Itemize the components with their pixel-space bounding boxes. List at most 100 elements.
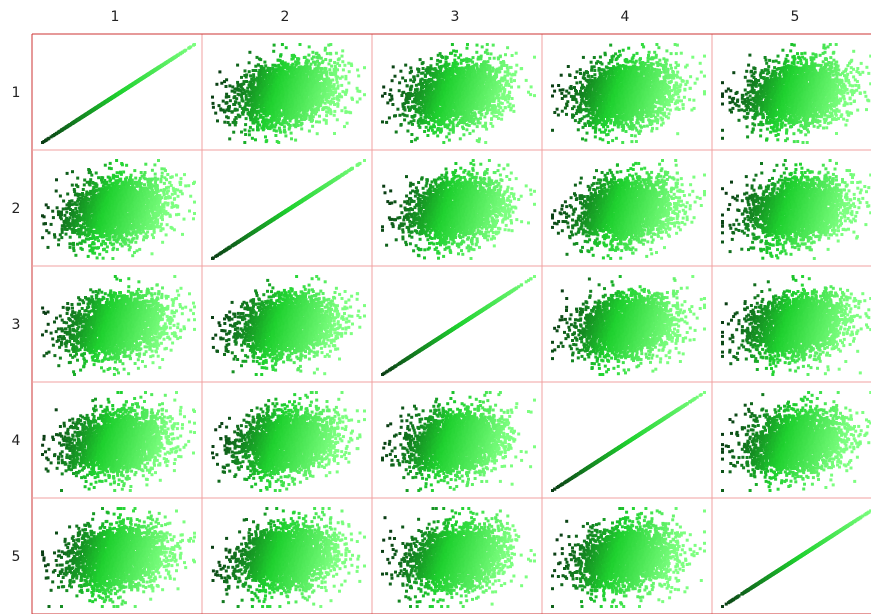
scatter-point [308,92,311,95]
scatter-point [276,119,279,122]
scatter-point [313,68,316,71]
scatter-point [347,82,350,85]
scatter-point [333,132,336,135]
scatter-point [316,132,319,135]
scatter-point [320,57,323,60]
scatter-point [308,130,311,133]
scatter-point [273,126,276,129]
scatter-point [259,102,262,105]
scatter-point [189,45,192,48]
scatter-point [336,81,339,84]
scatter-point [340,84,343,87]
scatter-point [282,111,285,114]
scatter-point [335,75,338,78]
scatter-point [240,76,243,79]
scatter-point [269,72,272,75]
scatter-point [326,52,329,55]
scatter-point [234,100,237,103]
scatter-point [252,69,255,72]
scatter-point [333,103,336,106]
scatter-point [220,82,223,85]
scatter-point [327,96,330,99]
scatter-point [87,111,90,114]
scatter-point [249,74,252,77]
scatter-point [305,60,308,63]
scatter-point [333,61,336,64]
panels [41,43,871,608]
scatter-point [257,64,260,67]
scatter-point [318,115,321,118]
scatter-point [248,70,251,73]
scatter-point [62,127,65,130]
scatter-point [294,60,297,63]
scatter-point [312,56,315,59]
scatter-point [308,45,311,48]
scatter-point [214,112,217,115]
scatter-point [279,113,282,116]
scatter-point [244,69,247,72]
scatter-point [236,81,239,84]
scatter-point [243,141,246,144]
scatter-point [278,127,281,130]
scatter-point [363,93,366,96]
scatter-point [350,97,353,100]
scatter-point [315,108,318,111]
scatter-point [107,98,110,101]
scatter-point [143,76,146,79]
scatter-point [285,96,288,99]
scatter-point [273,44,276,47]
scatter-point [357,74,360,77]
scatter-point [336,102,339,105]
scatter-point [329,72,332,75]
scatter-point [284,134,287,137]
scatter-point [258,124,261,127]
scatter-point [356,87,359,90]
scatter-point [80,116,83,119]
scatter-point [344,106,347,109]
scatter-point [237,93,240,96]
scatter-point [298,73,301,76]
scatter-point [125,87,128,90]
scatter-point [274,134,277,137]
scatter-point [280,61,283,64]
scatter-point [58,130,61,133]
scatter-point [249,126,252,129]
scatter-point [274,64,277,67]
scatter-point [228,137,231,140]
scatter-point [294,71,297,74]
scatter-point [236,64,239,67]
scatter-point [324,67,327,70]
scatter-point [225,85,228,88]
scatter-point [254,69,257,72]
scatter-point [363,66,366,69]
scatter-point [272,50,275,53]
scatter-point [228,84,231,87]
scatter-point [327,44,330,47]
scatter-point [325,122,328,125]
scatter-point [147,73,150,76]
scatter-point [251,111,254,114]
scatter-point [211,96,214,99]
scatter-point [304,56,307,59]
scatter-point [150,71,153,74]
scatter-point [264,135,267,138]
scatter-point [288,81,291,84]
scatter-point [260,114,263,117]
scatter-point [252,128,255,131]
scatter-point [312,61,315,64]
scatter-point [256,92,259,95]
scatter-point [244,129,247,132]
scatter-point [350,64,353,67]
scatter-point [300,89,303,92]
scatter-point [157,66,160,69]
scatter-point [328,62,331,65]
scatter-point [248,51,251,54]
scatter-point [72,121,75,124]
scatter-point [223,80,226,83]
scatter-point [279,122,282,125]
scatter-point [227,116,230,119]
scatter-point [263,67,266,70]
scatter-point [228,123,231,126]
scatter-point [225,96,228,99]
